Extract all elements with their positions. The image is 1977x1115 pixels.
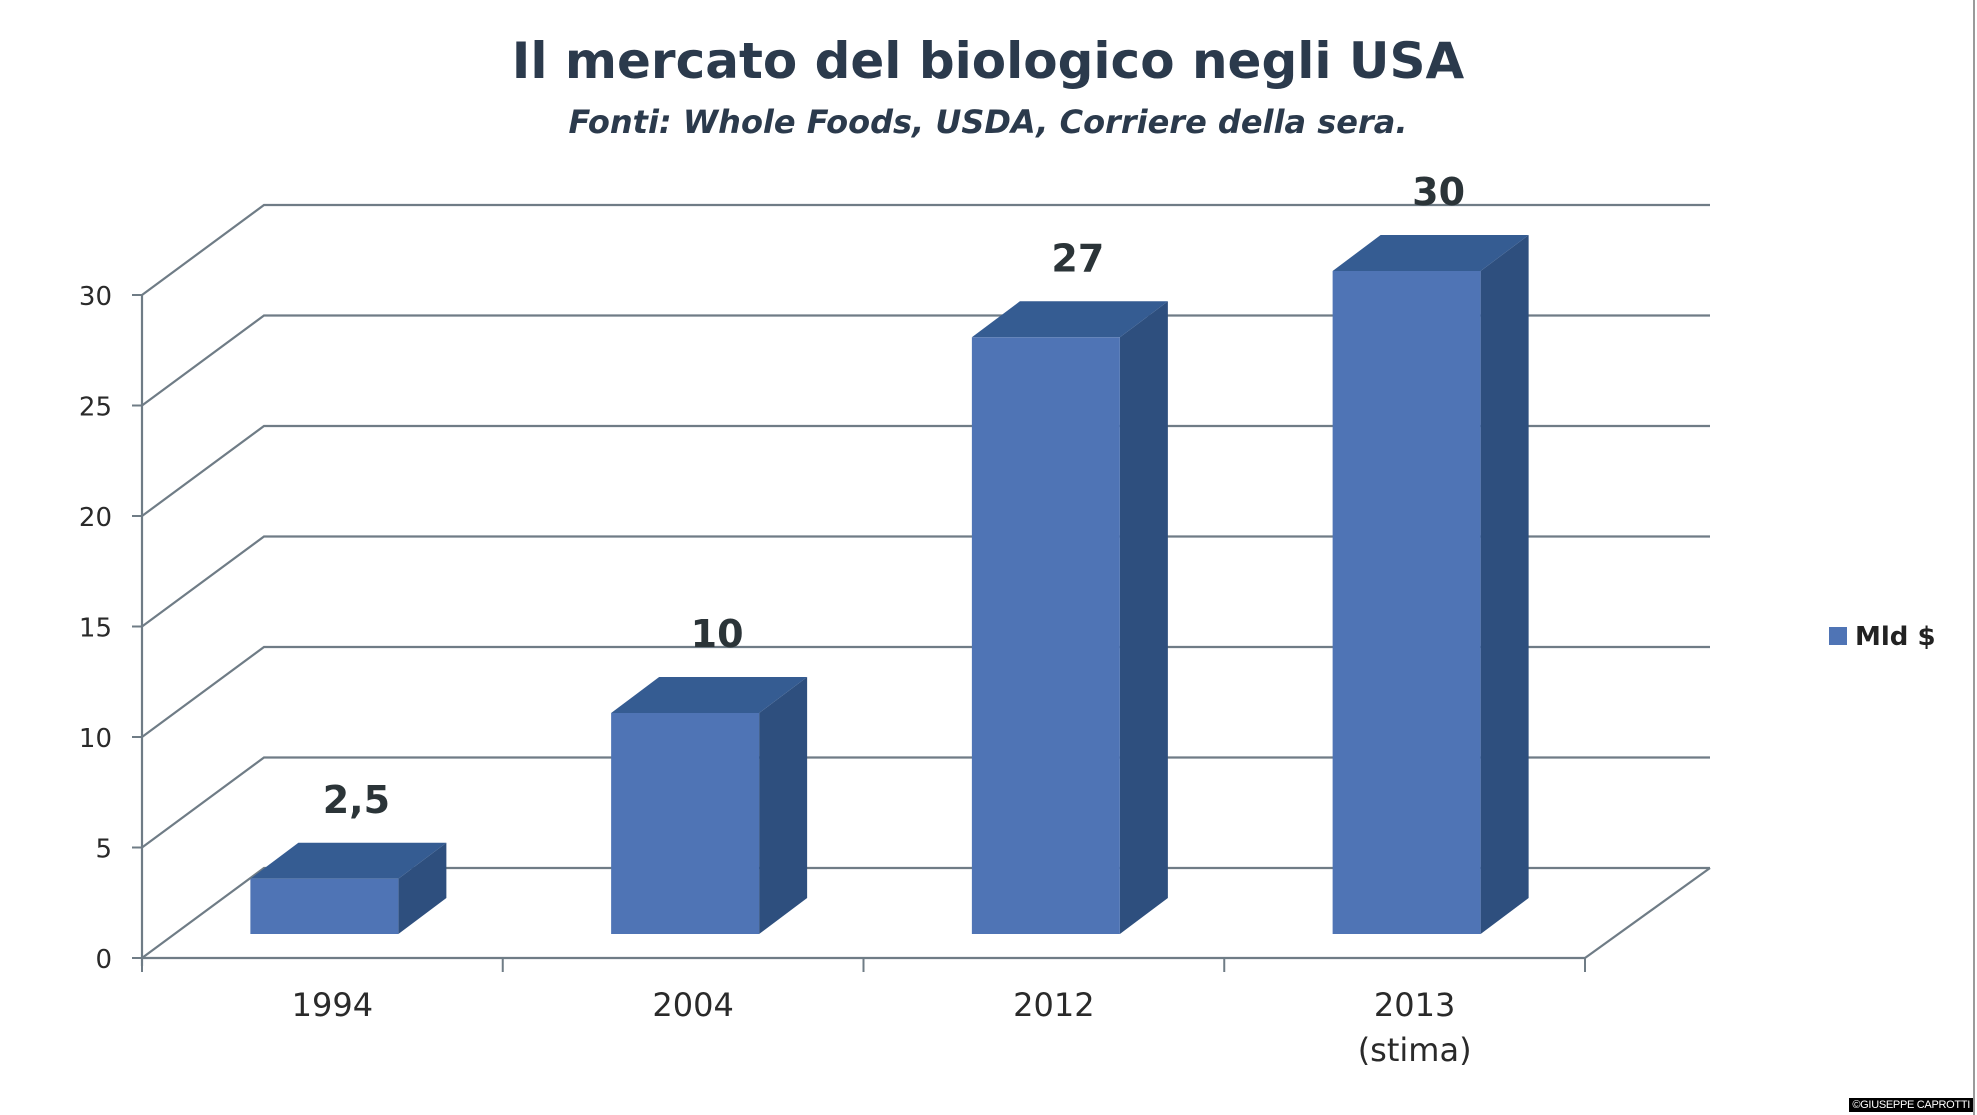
y-tick-label: 15: [79, 614, 112, 644]
bar-front-face: [1332, 271, 1481, 934]
gridline: [141, 424, 1710, 517]
gridline: [141, 314, 1710, 407]
gridline: [141, 203, 1710, 296]
legend-entry: Mld $: [1855, 622, 1936, 652]
bar: [250, 842, 447, 934]
chart-subtitle: Fonti: Whole Foods, USDA, Corriere della…: [569, 103, 1408, 141]
bar-side-face: [759, 677, 808, 934]
axes: 0 5 10 15 20 25 30 1994 2004 2012 2013 (stima): [79, 282, 1711, 1069]
data-label: 2,5: [323, 778, 390, 822]
bar-front-face: [250, 878, 399, 934]
x-tick-label: 2012: [1013, 986, 1094, 1024]
chart-title: Il mercato del biologico negli USA: [512, 32, 1465, 90]
bar-top-face: [971, 301, 1168, 338]
floor-right-edge: [1584, 867, 1711, 959]
bars: [250, 235, 1529, 934]
data-labels: 2,5 10 27 30: [323, 170, 1465, 822]
y-tick-label: 0: [95, 945, 112, 975]
x-tick-label: (stima): [1358, 1031, 1472, 1069]
x-tick-label: 2013: [1374, 986, 1455, 1024]
y-tick-label: 30: [79, 282, 112, 312]
data-label: 10: [691, 612, 744, 656]
y-tick-label: 10: [79, 724, 112, 754]
x-tick-label: 1994: [292, 986, 373, 1024]
bar: [1332, 235, 1529, 934]
bar-top-face: [611, 677, 808, 713]
bar: [971, 301, 1168, 934]
data-label: 30: [1412, 170, 1465, 214]
bar: [611, 677, 808, 934]
gridline: [141, 645, 1710, 738]
frame-border: [1973, 0, 1975, 1115]
bar-top-face: [1332, 235, 1529, 271]
bar-front-face: [971, 337, 1120, 934]
legend: Mld $: [1829, 622, 1936, 652]
watermark: ©GIUSEPPE CAPROTTI: [1849, 1098, 1973, 1112]
legend-swatch: [1829, 627, 1847, 645]
bar-side-face: [398, 842, 447, 934]
gridline: [141, 535, 1710, 628]
gridlines: [141, 203, 1710, 959]
gridline: [141, 756, 1710, 849]
y-tick-label: 5: [95, 835, 112, 865]
x-tick-label: 2004: [652, 986, 733, 1024]
gridline: [141, 866, 1710, 959]
bar-top-face: [250, 842, 447, 879]
bar-side-face: [1119, 301, 1168, 934]
y-tick-label: 20: [79, 503, 112, 533]
bar-front-face: [611, 713, 760, 934]
y-tick-label: 25: [79, 393, 112, 423]
data-label: 27: [1051, 236, 1104, 280]
bar-side-face: [1480, 235, 1529, 934]
